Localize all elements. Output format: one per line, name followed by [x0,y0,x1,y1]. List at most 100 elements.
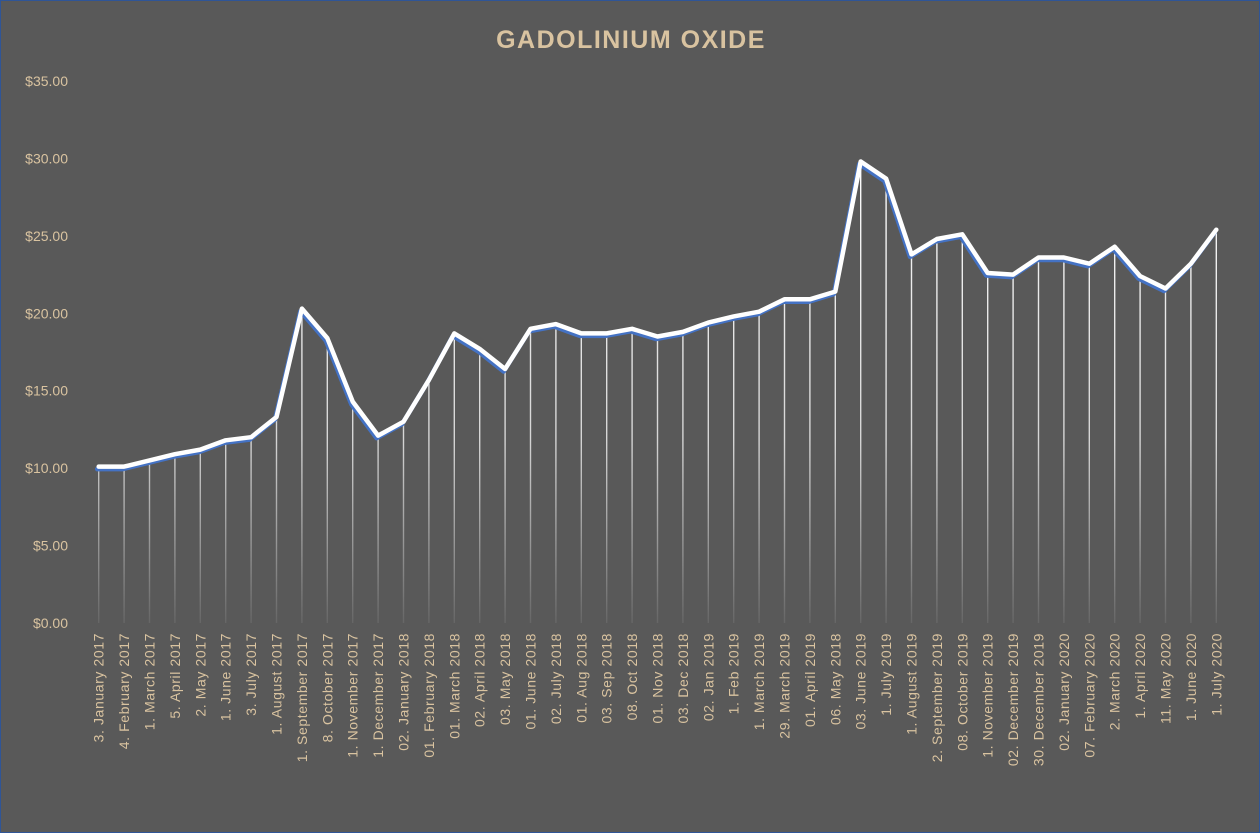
data-point [731,314,736,319]
x-tick-label: 1. November 2019 [980,633,996,758]
x-tick-label: 1. March 2019 [751,633,767,730]
data-point [655,334,660,339]
data-point [173,452,177,457]
data-point [427,378,431,382]
y-tick-label: $35.00 [25,73,68,89]
data-point [401,419,406,424]
data-point [198,447,203,452]
x-tick-label: 03. June 2019 [853,633,869,730]
x-tick-label: 08. October 2019 [954,633,970,751]
data-point [579,331,584,336]
data-point [1087,261,1092,266]
drop-lines [97,161,1218,623]
x-tick-label: 1. August 2019 [904,633,920,735]
data-point [935,237,939,241]
x-tick-label: 29. March 2019 [777,633,793,739]
data-point [960,232,965,237]
x-tick-label: 02. Jan 2019 [700,633,716,721]
data-point [706,320,711,325]
data-point [122,464,126,469]
data-point [858,159,863,164]
y-axis: $0.00 $5.00 $10.00 $15.00 $20.00 $25.00 $30.00… [25,73,68,631]
data-point [147,458,152,463]
data-point [274,415,279,419]
x-tick-label: 11. May 2020 [1158,633,1174,724]
data-point [477,347,482,351]
x-tick-label: 01. Nov 2018 [650,633,666,723]
data-point [1036,255,1041,260]
data-point [1138,274,1142,278]
y-tick-label: $30.00 [25,150,68,166]
x-tick-label: 1. July 2020 [1208,633,1224,716]
data-point [782,297,787,302]
data-point [757,309,761,314]
y-tick-label: $0.00 [33,615,68,631]
data-point [1214,227,1219,232]
x-tick-label: 2. September 2019 [929,633,945,762]
data-point [96,464,101,469]
data-point [300,306,304,311]
data-point [503,367,507,371]
x-tick-label: 03. Sep 2018 [599,633,615,724]
data-point [376,433,380,438]
y-tick-label: $15.00 [25,383,68,399]
data-point [1062,255,1066,260]
x-tick-label: 1. April 2020 [1132,633,1148,719]
x-axis: 3. January 2017 4. February 2017 1. March … [91,633,1225,766]
data-point [909,252,914,257]
data-point [325,336,330,340]
data-point [554,322,558,326]
data-point [528,326,533,331]
data-point [249,435,253,439]
data-point [808,297,812,302]
data-point [985,271,990,275]
x-tick-label: 02. January 2020 [1056,633,1072,751]
x-tick-label: 01. Aug 2018 [573,633,589,723]
x-tick-label: 8. October 2017 [319,633,335,742]
x-tick-label: 1. March 2017 [142,633,158,730]
data-point [1011,272,1015,277]
data-point [1112,244,1117,249]
data-point [350,399,355,404]
x-tick-label: 03. May 2018 [497,633,513,725]
data-point [1163,286,1168,291]
x-tick-label: 30. December 2019 [1031,633,1047,766]
series-line-shadow [94,161,1218,472]
x-tick-label: 02. July 2018 [548,633,564,724]
x-tick-label: 1. June 2017 [218,633,234,721]
y-tick-label: $5.00 [33,538,68,554]
x-tick-label: 1. June 2020 [1183,633,1199,721]
x-tick-label: 5. April 2017 [167,633,183,719]
data-point [452,331,457,336]
series-line [94,159,1219,472]
x-tick-label: 01. April 2019 [802,633,818,727]
data-point [1189,261,1193,266]
x-tick-label: 03. Dec 2018 [675,633,691,723]
x-tick-label: 1. July 2019 [878,633,894,716]
x-tick-label: 01. March 2018 [446,633,462,739]
x-tick-label: 3. January 2017 [91,633,107,742]
x-tick-label: 1. November 2017 [345,633,361,758]
data-point [630,326,634,331]
x-tick-label: 3. July 2017 [243,633,259,716]
data-point [223,438,228,443]
y-tick-label: $10.00 [25,460,68,476]
x-tick-label: 02. April 2018 [472,633,488,727]
x-tick-label: 4. February 2017 [116,633,132,749]
x-tick-label: 1. August 2017 [269,633,285,735]
data-point [833,289,838,294]
chart-title: GADOLINIUM OXIDE [496,26,766,54]
y-tick-label: $25.00 [25,228,68,244]
x-tick-label: 02. January 2018 [396,633,412,751]
x-tick-label: 1. Feb 2019 [726,633,742,714]
x-tick-label: 2. March 2020 [1107,633,1123,730]
data-point [884,176,888,181]
data-point [681,330,685,334]
x-tick-label: 08. Oct 2018 [624,633,640,720]
x-tick-label: 01. June 2018 [523,633,539,730]
x-tick-label: 07. February 2020 [1081,633,1097,758]
x-tick-label: 1. December 2017 [370,633,386,758]
x-tick-label: 02. December 2019 [1005,633,1021,766]
